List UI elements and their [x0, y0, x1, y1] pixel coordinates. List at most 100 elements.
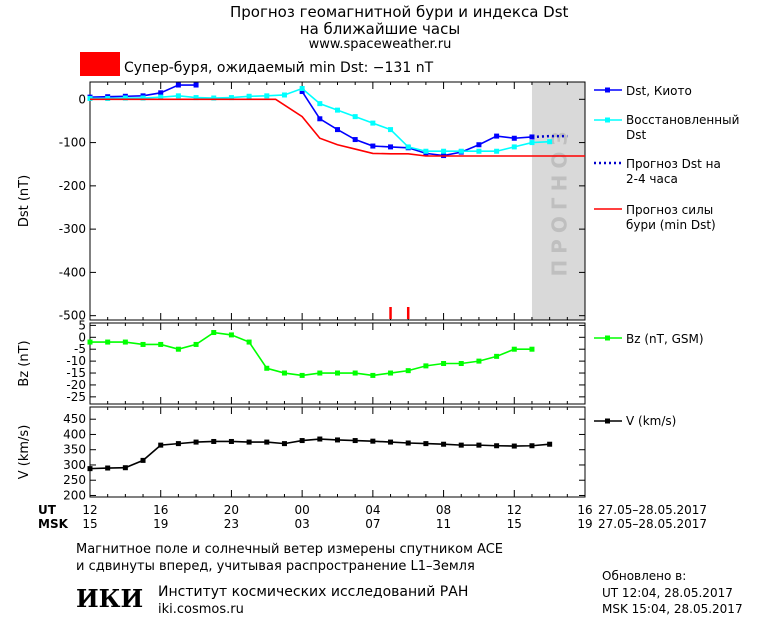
data-point — [494, 443, 500, 449]
data-point — [87, 339, 93, 345]
data-point — [105, 95, 111, 101]
institute-name: Институт космических исследований РАН — [158, 584, 469, 600]
data-point — [441, 148, 447, 154]
data-point — [388, 127, 394, 133]
data-point — [335, 370, 340, 376]
x-tick-label-ut: 16 — [153, 503, 168, 517]
series-line — [90, 331, 532, 377]
data-point — [335, 127, 340, 133]
data-point — [211, 330, 217, 336]
data-point — [140, 341, 146, 347]
legend-bz: Bz (nT, GSM) — [626, 332, 704, 346]
y-tick-label: 0 — [78, 330, 86, 344]
data-point — [388, 370, 394, 376]
data-point — [529, 140, 535, 146]
data-point — [193, 439, 199, 445]
y-tick-label: -400 — [59, 265, 86, 279]
data-point — [281, 92, 287, 98]
y-tick-label: -100 — [59, 136, 86, 150]
series-line — [90, 98, 585, 157]
legend-dst-forecast: Прогноз Dst на 2-4 часа — [626, 157, 721, 186]
legend-swatch-dst-restored-marker — [605, 117, 610, 123]
data-point — [405, 368, 411, 374]
data-point — [317, 101, 323, 107]
note-line1: Магнитное поле и солнечный ветер измерен… — [76, 542, 504, 557]
data-point — [299, 89, 305, 95]
x-tick-label-ut: 04 — [365, 503, 380, 517]
series-line — [531, 134, 568, 139]
data-point — [228, 332, 234, 338]
y-tick-label: -300 — [59, 222, 86, 236]
data-point — [423, 363, 429, 369]
page-title-line1: Прогноз геомагнитной бури и индекса Dst — [230, 3, 569, 21]
y-tick-label: 300 — [63, 458, 86, 472]
x-tick-label-ut: 00 — [295, 503, 310, 517]
data-point — [87, 466, 93, 472]
data-point — [476, 142, 482, 148]
y-tick-label: 400 — [63, 427, 86, 441]
x-tick-label-msk: 19 — [153, 517, 168, 531]
data-point — [105, 465, 111, 471]
data-point — [264, 93, 270, 99]
storm-indicator-swatch — [80, 52, 120, 76]
data-point — [175, 441, 181, 447]
data-point — [281, 370, 287, 376]
data-point — [193, 82, 199, 88]
y-tick-label: -25 — [66, 390, 86, 404]
data-point — [388, 144, 394, 150]
x-tick-label-ut: 12 — [82, 503, 97, 517]
series-line — [301, 91, 533, 157]
forecast-region — [531, 82, 585, 320]
site-url[interactable]: www.spaceweather.ru — [308, 37, 452, 52]
data-point — [494, 148, 500, 154]
data-point — [388, 439, 394, 445]
data-point — [476, 442, 482, 448]
data-point — [317, 116, 323, 122]
data-point — [370, 438, 376, 444]
iki-logo: ИКИ — [76, 584, 144, 613]
y-tick-label: 5 — [78, 318, 86, 332]
institute-site[interactable]: iki.cosmos.ru — [158, 602, 244, 617]
data-point — [175, 346, 181, 352]
data-point — [352, 438, 358, 444]
legend-v: V (km/s) — [626, 414, 677, 428]
data-point — [122, 339, 128, 345]
data-point — [458, 361, 464, 366]
y-tick-label: -20 — [66, 378, 86, 392]
data-point — [228, 95, 234, 101]
data-point — [158, 442, 164, 448]
data-point — [352, 137, 358, 143]
data-point — [175, 82, 181, 88]
data-point — [547, 441, 553, 447]
data-point — [511, 135, 517, 141]
y-tick-label: -200 — [59, 179, 86, 193]
x-tick-label-ut: 12 — [507, 503, 522, 517]
data-point — [458, 442, 464, 448]
x-tick-label-ut: 20 — [224, 503, 239, 517]
y-axis-label: Bz (nT) — [17, 340, 32, 386]
data-point — [299, 372, 305, 378]
legend-storm-forecast: Прогноз силы бури (min Dst) — [626, 203, 716, 232]
data-point — [370, 143, 376, 149]
data-point — [122, 95, 128, 101]
data-point — [105, 339, 111, 345]
data-point — [87, 95, 93, 101]
data-point — [494, 353, 500, 359]
y-tick-label: 0 — [78, 92, 86, 106]
updated-label: Обновлено в: — [602, 569, 687, 583]
data-point — [335, 437, 340, 443]
data-point — [211, 95, 217, 101]
legend-dst-kyoto: Dst, Киото — [626, 84, 692, 98]
data-point — [511, 346, 517, 352]
data-point — [140, 95, 146, 101]
plot-frame — [89, 81, 586, 321]
data-point — [246, 339, 252, 345]
data-point — [158, 94, 164, 100]
x-tick-label-ut: 08 — [436, 503, 451, 517]
data-point — [317, 370, 323, 376]
data-point — [281, 441, 287, 447]
legend-swatch-bz-marker — [605, 335, 610, 341]
data-point — [370, 372, 376, 378]
legend-dst-restored: Восстановленный Dst — [626, 113, 740, 142]
